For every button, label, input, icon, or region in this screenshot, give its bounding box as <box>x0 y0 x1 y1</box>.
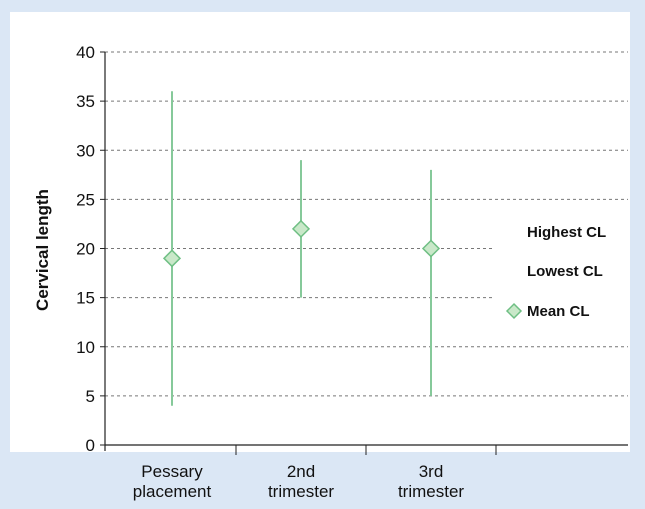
plot-background <box>10 12 630 452</box>
legend-label-2: Lowest CL <box>527 263 603 280</box>
y-tick-label: 0 <box>86 436 95 455</box>
x-category-labels: Pessary placement 2nd trimester 3rd trimester <box>133 445 497 501</box>
range-series <box>162 91 441 406</box>
legend-label-3: Mean CL <box>527 303 590 320</box>
y-tick-label: 20 <box>76 240 95 259</box>
y-tick-label: 40 <box>76 43 95 62</box>
mean-cl-marker <box>291 219 311 238</box>
y-tick-label: 5 <box>86 387 95 406</box>
y-tick-label: 25 <box>76 190 95 209</box>
legend-mean-marker <box>505 302 523 320</box>
y-tick-labels: 0 5 10 15 20 25 30 35 40 <box>76 43 105 455</box>
x-category-label: 2nd trimester <box>268 462 334 501</box>
legend-label-1: Highest CL <box>527 224 606 241</box>
y-tick-label: 30 <box>76 141 95 160</box>
y-tick-label: 35 <box>76 92 95 111</box>
mean-cl-marker <box>421 239 441 258</box>
legend: Highest CL Lowest CL Mean CL <box>505 224 606 320</box>
mean-cl-marker <box>162 249 182 268</box>
y-tick-label: 10 <box>76 338 95 357</box>
x-category-label: Pessary placement <box>133 462 212 501</box>
y-tick-label: 15 <box>76 289 95 308</box>
y-axis-title: Cervical length <box>33 189 52 311</box>
grid-lines <box>105 51 628 397</box>
x-category-label: 3rd trimester <box>398 462 464 501</box>
